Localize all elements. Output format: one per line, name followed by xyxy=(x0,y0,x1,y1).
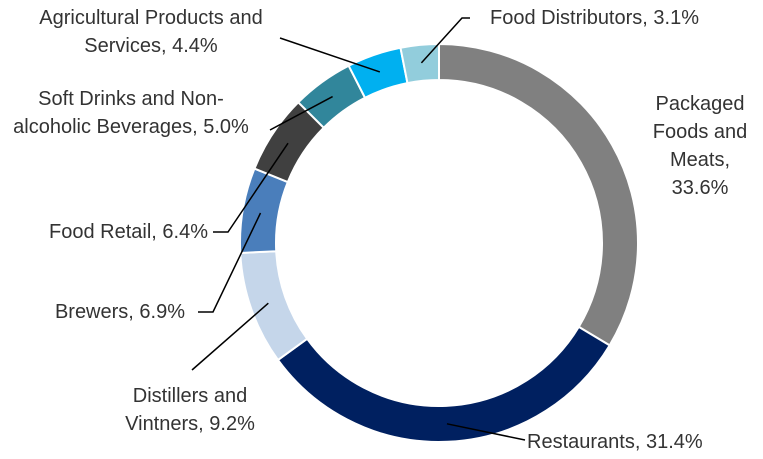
leader-line xyxy=(279,37,381,73)
leader-line xyxy=(420,17,470,64)
data-label: Restaurants, 31.4% xyxy=(527,431,703,453)
leader-line xyxy=(213,142,289,233)
leader-line xyxy=(198,212,262,313)
leader-line xyxy=(191,302,269,371)
leader-line xyxy=(269,95,333,131)
data-label: Food Distributors, 3.1% xyxy=(490,7,699,29)
data-label: Brewers, 6.9% xyxy=(54,301,185,323)
data-label: Distillers and Vintners, 9.2% xyxy=(125,385,255,435)
donut-segment xyxy=(239,250,309,362)
donut-segment xyxy=(438,42,639,347)
data-label: Agricultural Products and Services, 4.4% xyxy=(39,7,263,57)
data-label: Food Retail, 6.4% xyxy=(49,221,208,243)
leader-line xyxy=(446,423,526,441)
data-label: Packaged Foods and Meats, 33.6% xyxy=(652,93,748,199)
data-label: Soft Drinks and Non-alcoholic Beverages,… xyxy=(13,88,249,138)
donut-segment xyxy=(276,325,612,443)
